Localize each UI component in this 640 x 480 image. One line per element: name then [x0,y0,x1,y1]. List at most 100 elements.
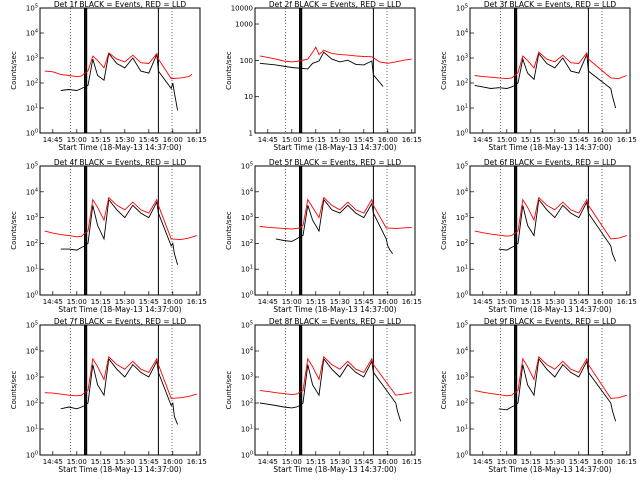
x-tick-label: 15:30 [330,458,350,466]
plot-frame [254,7,416,134]
x-tick-label: 15:00 [67,298,87,306]
y-axis-label: Counts/sec [440,211,448,250]
y-tick-label: 102 [241,399,253,408]
x-tick-label: 16:00 [378,136,398,144]
x-tick-label: 14:45 [258,298,278,306]
y-tick-label: 103 [26,54,38,63]
x-tick-label: 15:45 [354,458,374,466]
chart-panel: Det 1f BLACK = Events, RED = LLD 100 101 10… [10,0,207,152]
y-tick-label: 104 [456,347,468,356]
chart-title: Det 3f BLACK = Events, RED = LLD [484,0,617,9]
y-tick-label: 101 [456,104,468,113]
x-tick-label: 15:30 [330,298,350,306]
x-tick-label: 15:00 [282,136,302,144]
x-tick-label: 16:00 [163,458,183,466]
x-tick-label: 16:15 [187,136,207,144]
y-tick-label: 100 [26,291,38,300]
y-tick-label: 105 [241,162,253,171]
x-tick-label: 16:00 [593,298,613,306]
y-tick-label: 103 [241,213,253,222]
lld-series-line [474,51,627,80]
y-tick-label: 104 [26,187,38,196]
x-tick-label: 15:15 [521,136,541,144]
y-tick-label: 102 [456,239,468,248]
y-tick-label: 104 [456,29,468,38]
chart-title: Det 1f BLACK = Events, RED = LLD [54,0,187,9]
y-tick-label: 104 [241,187,253,196]
y-tick-label: 101 [241,265,253,274]
x-tick-label: 16:15 [402,298,422,306]
x-tick-label: 15:45 [569,298,589,306]
x-tick-label: 15:15 [91,136,111,144]
y-tick-label: 101 [26,425,38,434]
x-axis-label: Start Time (18-May-13 14:37:00) [273,465,396,474]
y-tick-label: 100 [456,291,468,300]
x-tick-label: 15:00 [67,458,87,466]
chart-panel: Det 4f BLACK = Events, RED = LLD 100 101 10… [10,158,207,314]
x-tick-label: 16:15 [617,298,637,306]
chart-panel: Det 6f BLACK = Events, RED = LLD 100 101 10… [440,158,637,314]
events-series-line [275,198,393,254]
lld-series-line [44,52,193,80]
chart-title: Det 4f BLACK = Events, RED = LLD [54,158,187,167]
y-tick-label: 105 [26,321,38,330]
x-tick-label: 15:30 [115,136,135,144]
x-axis-label: Start Time (18-May-13 14:37:00) [488,143,611,152]
y-tick-label: 102 [456,399,468,408]
y-tick-label: 102 [26,239,38,248]
x-tick-label: 14:45 [473,458,493,466]
y-tick-label: 104 [241,347,253,356]
x-tick-label: 14:45 [473,136,493,144]
x-tick-label: 14:45 [473,298,493,306]
x-tick-label: 16:15 [617,458,637,466]
y-tick-label: 101 [26,265,38,274]
x-tick-label: 15:00 [282,298,302,306]
x-tick-label: 16:00 [378,458,398,466]
y-tick-label: 103 [26,373,38,382]
y-tick-label: 105 [456,321,468,330]
y-tick-label: 102 [456,79,468,88]
x-tick-label: 16:00 [163,136,183,144]
y-axis-label: Counts/sec [440,51,448,90]
chart-panel: Det 8f BLACK = Events, RED = LLD 100 101 10… [225,317,422,474]
y-tick-label: 103 [456,213,468,222]
x-tick-label: 15:00 [497,136,517,144]
y-axis-label: Counts/sec [225,211,233,250]
y-tick-label: 104 [26,29,38,38]
x-tick-label: 16:00 [163,298,183,306]
events-series-line [498,357,617,422]
y-axis-label: Counts/sec [225,51,233,90]
y-axis-label: Counts/sec [225,371,233,410]
y-tick-label: 102 [241,239,253,248]
y-tick-label: 105 [26,4,38,13]
events-series-line [259,51,384,87]
plot-frame [469,165,631,296]
x-axis-label: Start Time (18-May-13 14:37:00) [58,465,181,474]
y-tick-label: 102 [26,79,38,88]
events-series-line [498,198,617,262]
x-tick-label: 15:15 [521,458,541,466]
x-tick-label: 15:00 [497,458,517,466]
chart-panel: Det 9f BLACK = Events, RED = LLD 100 101 10… [440,317,637,474]
y-tick-label: 103 [456,54,468,63]
x-tick-label: 15:00 [67,136,87,144]
x-tick-label: 14:45 [43,298,63,306]
x-tick-label: 16:00 [593,136,613,144]
y-tick-label: 105 [456,162,468,171]
plot-frame [469,7,631,134]
chart-title: Det 8f BLACK = Events, RED = LLD [269,317,402,326]
x-tick-label: 16:00 [593,458,613,466]
x-tick-label: 15:45 [139,136,159,144]
x-tick-label: 15:15 [91,298,111,306]
events-series-line [474,52,617,109]
x-tick-label: 14:45 [258,458,278,466]
x-axis-label: Start Time (18-May-13 14:37:00) [58,143,181,152]
events-series-line [60,52,179,111]
x-tick-label: 15:45 [139,298,159,306]
plot-frame [469,324,631,456]
y-tick-label: 104 [456,187,468,196]
x-tick-label: 15:15 [306,298,326,306]
x-tick-label: 15:30 [115,298,135,306]
y-tick-label: 102 [26,399,38,408]
